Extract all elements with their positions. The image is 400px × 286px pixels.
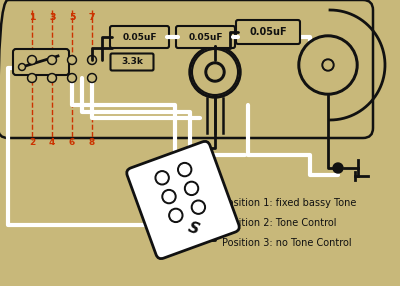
Circle shape xyxy=(155,171,169,185)
Circle shape xyxy=(324,61,332,69)
Circle shape xyxy=(333,163,343,173)
Text: Position 2: Tone Control: Position 2: Tone Control xyxy=(222,218,336,228)
Circle shape xyxy=(48,55,56,65)
Text: 1: 1 xyxy=(29,13,35,22)
Circle shape xyxy=(169,208,183,223)
Circle shape xyxy=(49,75,55,81)
Circle shape xyxy=(69,75,75,81)
Circle shape xyxy=(208,65,222,79)
Circle shape xyxy=(89,57,95,63)
Text: 8: 8 xyxy=(89,138,95,147)
Text: S: S xyxy=(186,219,201,237)
Circle shape xyxy=(178,162,192,176)
Circle shape xyxy=(28,55,36,65)
Circle shape xyxy=(184,181,198,195)
Circle shape xyxy=(192,49,238,95)
Text: 1: 1 xyxy=(29,13,35,22)
Text: 0.05uF: 0.05uF xyxy=(122,33,157,41)
Circle shape xyxy=(298,35,358,95)
Circle shape xyxy=(68,55,76,65)
Circle shape xyxy=(157,173,167,183)
Circle shape xyxy=(322,59,334,71)
Circle shape xyxy=(89,75,95,81)
Text: 5: 5 xyxy=(69,13,75,22)
Circle shape xyxy=(164,192,174,202)
FancyBboxPatch shape xyxy=(127,141,239,259)
Circle shape xyxy=(20,65,24,69)
FancyBboxPatch shape xyxy=(110,53,154,71)
Circle shape xyxy=(29,57,35,63)
Circle shape xyxy=(171,210,181,221)
Circle shape xyxy=(301,38,355,92)
Circle shape xyxy=(88,55,96,65)
Text: 0.05uF: 0.05uF xyxy=(249,27,287,37)
FancyBboxPatch shape xyxy=(110,26,169,48)
Circle shape xyxy=(205,62,225,82)
Circle shape xyxy=(49,57,55,63)
Text: 2: 2 xyxy=(29,138,35,147)
Circle shape xyxy=(193,202,203,212)
Text: 3: 3 xyxy=(49,13,55,22)
Text: 6: 6 xyxy=(69,138,75,147)
Text: 7: 7 xyxy=(89,13,95,22)
Circle shape xyxy=(189,46,241,98)
Circle shape xyxy=(18,63,26,71)
Circle shape xyxy=(191,200,205,214)
Circle shape xyxy=(180,164,190,174)
Text: 3: 3 xyxy=(49,13,55,22)
Circle shape xyxy=(48,74,56,82)
Text: 3.3k: 3.3k xyxy=(121,57,143,67)
Circle shape xyxy=(69,57,75,63)
Circle shape xyxy=(186,183,196,193)
Text: Position 3: no Tone Control: Position 3: no Tone Control xyxy=(222,238,352,248)
FancyBboxPatch shape xyxy=(236,20,300,44)
Text: 5: 5 xyxy=(69,13,75,22)
Circle shape xyxy=(162,190,176,204)
Text: Position 1: fixed bassy Tone: Position 1: fixed bassy Tone xyxy=(222,198,356,208)
Circle shape xyxy=(29,75,35,81)
Circle shape xyxy=(68,74,76,82)
Text: 0.05uF: 0.05uF xyxy=(188,33,223,41)
Circle shape xyxy=(28,74,36,82)
FancyBboxPatch shape xyxy=(13,49,69,75)
Text: 4: 4 xyxy=(49,138,55,147)
Text: 7: 7 xyxy=(89,13,95,22)
Circle shape xyxy=(88,74,96,82)
FancyBboxPatch shape xyxy=(176,26,235,48)
